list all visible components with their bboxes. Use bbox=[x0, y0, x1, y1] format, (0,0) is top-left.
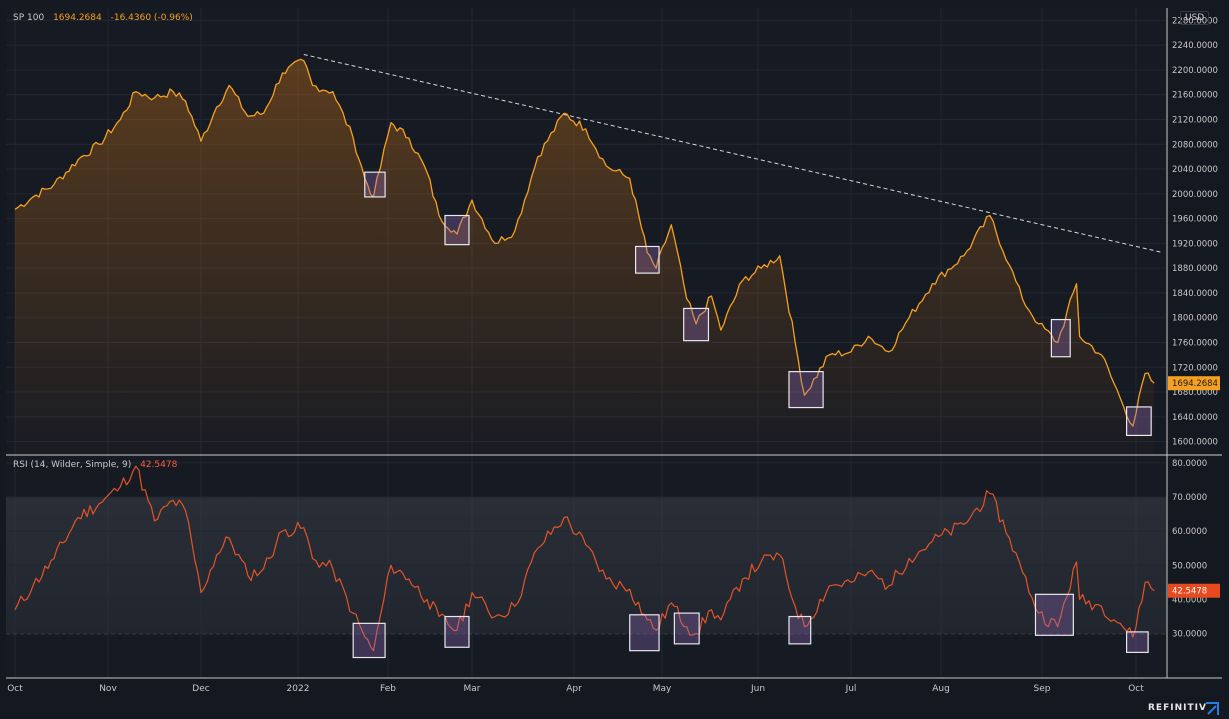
price-axis-label[interactable]: 1720.0000 bbox=[1172, 363, 1218, 373]
price-highlight-box[interactable] bbox=[444, 214, 470, 246]
time-axis-label[interactable]: Dec bbox=[192, 684, 209, 694]
price-axis-label[interactable]: 2240.0000 bbox=[1172, 41, 1218, 51]
rsi-highlight-box[interactable] bbox=[1034, 593, 1074, 636]
price-axis-label[interactable]: 1880.0000 bbox=[1172, 264, 1218, 274]
rsi-line-series[interactable] bbox=[14, 465, 1155, 652]
price-highlight-box[interactable] bbox=[634, 245, 660, 274]
time-axis-label[interactable]: Aug bbox=[932, 684, 950, 694]
rsi-axis-label[interactable]: 60.0000 bbox=[1172, 527, 1207, 537]
last-price-badge-bg bbox=[1168, 376, 1220, 391]
price-change-value: -16.4360 (-0.96%) bbox=[110, 13, 193, 23]
time-axis-label[interactable]: Feb bbox=[380, 684, 396, 694]
price-axis-label[interactable]: 2120.0000 bbox=[1172, 116, 1218, 126]
rsi-highlight-box[interactable] bbox=[1125, 631, 1149, 653]
time-axis-label[interactable]: Sep bbox=[1034, 684, 1051, 694]
last-price-badge[interactable]: 1694.2684 bbox=[1172, 379, 1218, 389]
refinitiv-logo-icon bbox=[1206, 702, 1219, 715]
price-legend[interactable]: SP 100 1694.2684 -16.4360 (-0.96%) bbox=[13, 13, 193, 23]
price-axis-label[interactable]: 2040.0000 bbox=[1172, 165, 1218, 175]
time-axis-label[interactable]: Oct bbox=[1128, 684, 1144, 694]
rsi-highlight-box[interactable] bbox=[673, 612, 700, 645]
price-axis-label[interactable]: 1920.0000 bbox=[1172, 239, 1218, 249]
price-highlight-box[interactable] bbox=[1125, 406, 1152, 437]
price-highlight-box[interactable] bbox=[364, 171, 386, 198]
symbol-label: SP 100 bbox=[13, 13, 45, 23]
price-highlight-box[interactable] bbox=[1050, 318, 1071, 358]
time-axis-label[interactable]: Apr bbox=[566, 684, 582, 694]
price-axis-label[interactable]: 2000.0000 bbox=[1172, 190, 1218, 200]
last-price-value: 1694.2684 bbox=[53, 13, 102, 23]
last-rsi-badge[interactable]: 42.5478 bbox=[1172, 587, 1207, 597]
time-axis-label[interactable]: Nov bbox=[99, 684, 117, 694]
time-axis-label[interactable]: May bbox=[653, 684, 672, 694]
price-area-fill bbox=[15, 59, 1155, 455]
rsi-label: RSI (14, Wilder, Simple, 9) bbox=[13, 460, 132, 470]
price-axis-label[interactable]: 2280.0000 bbox=[1172, 16, 1218, 26]
rsi-highlight-box[interactable] bbox=[629, 614, 660, 652]
rsi-legend[interactable]: RSI (14, Wilder, Simple, 9) 42.5478 bbox=[13, 460, 177, 470]
price-axis-label[interactable]: 2080.0000 bbox=[1172, 140, 1218, 150]
price-axis-label[interactable]: 2160.0000 bbox=[1172, 91, 1218, 101]
time-axis-label[interactable]: Jun bbox=[750, 684, 765, 694]
last-rsi-badge-bg bbox=[1168, 583, 1220, 598]
time-axis-label[interactable]: Oct bbox=[7, 684, 23, 694]
rsi-highlight-box[interactable] bbox=[352, 622, 386, 659]
time-axis-label[interactable]: Mar bbox=[464, 684, 481, 694]
price-axis-label[interactable]: 1600.0000 bbox=[1172, 438, 1218, 448]
price-axis-label[interactable]: 1680.0000 bbox=[1172, 388, 1218, 398]
rsi-axis-label[interactable]: 70.0000 bbox=[1172, 493, 1207, 503]
time-axis-label[interactable]: 2022 bbox=[287, 684, 310, 694]
rsi-highlight-box[interactable] bbox=[444, 615, 470, 648]
price-axis-label[interactable]: 2200.0000 bbox=[1172, 66, 1218, 76]
price-axis-label[interactable]: 1640.0000 bbox=[1172, 413, 1218, 423]
price-axis-label[interactable]: 1960.0000 bbox=[1172, 215, 1218, 225]
rsi-value: 42.5478 bbox=[140, 460, 178, 470]
price-axis-label[interactable]: 1760.0000 bbox=[1172, 339, 1218, 349]
rsi-axis-label[interactable]: 80.0000 bbox=[1172, 459, 1207, 469]
trendline-dashed[interactable] bbox=[303, 53, 1164, 254]
rsi-axis-label[interactable]: 40.0000 bbox=[1172, 595, 1207, 605]
rsi-axis-label[interactable]: 30.0000 bbox=[1172, 630, 1207, 640]
brand-logo-text: REFINITIV bbox=[1148, 703, 1207, 713]
time-axis-label[interactable]: Jul bbox=[845, 684, 857, 694]
price-highlight-box[interactable] bbox=[683, 307, 710, 342]
rsi-highlight-box[interactable] bbox=[788, 615, 812, 645]
price-axis-label[interactable]: 1800.0000 bbox=[1172, 314, 1218, 324]
price-axis-label[interactable]: 1840.0000 bbox=[1172, 289, 1218, 299]
price-highlight-box[interactable] bbox=[788, 371, 824, 409]
rsi-axis-label[interactable]: 50.0000 bbox=[1172, 561, 1207, 571]
currency-badge[interactable]: USD bbox=[1180, 11, 1210, 25]
price-line-series[interactable] bbox=[14, 58, 1155, 427]
